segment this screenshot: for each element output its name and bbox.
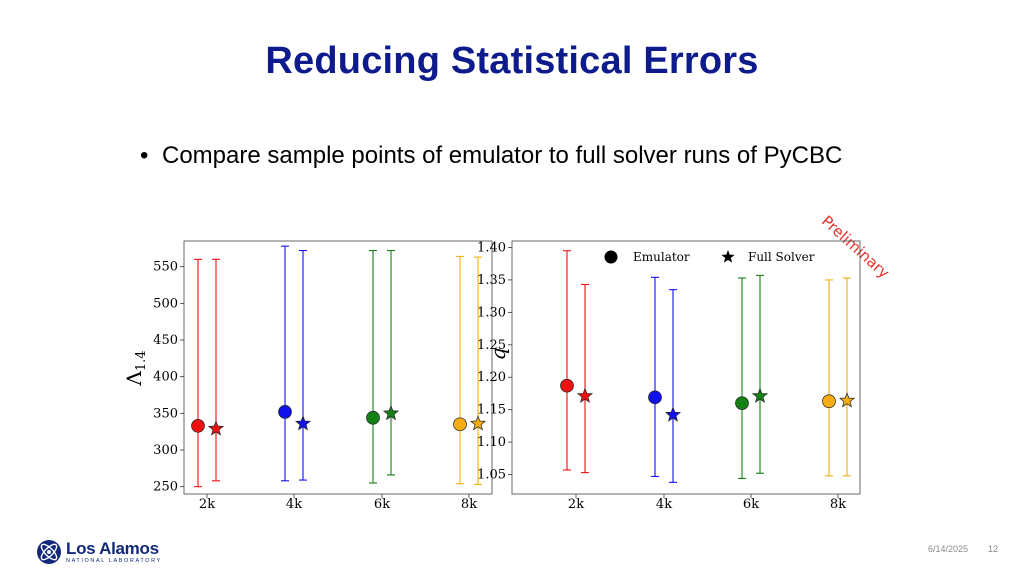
slide-date: 6/14/2025 — [928, 544, 969, 554]
bullet-dot-icon: • — [140, 142, 149, 169]
star-point — [207, 420, 225, 436]
y-tick-label: 350 — [153, 406, 178, 421]
x-tick-label: 2k — [568, 497, 584, 512]
y-tick-label: 450 — [153, 333, 178, 348]
star-point — [294, 415, 312, 431]
y-tick-label: 1.25 — [477, 338, 506, 353]
bullet-item: • Compare sample points of emulator to fu… — [140, 142, 842, 170]
plot-frame — [183, 240, 493, 495]
los-alamos-emblem-icon — [37, 540, 61, 564]
x-tick-label: 8k — [830, 497, 846, 512]
circle-point — [735, 396, 749, 411]
legend-star-marker — [721, 250, 735, 263]
lambda-chart: 250 300 350 400 450 500 550 2k 4k 6k 8k Λ1.4 — [122, 240, 493, 512]
y-tick-label: 500 — [153, 296, 178, 311]
y-tick-label: 1.30 — [477, 305, 506, 320]
star-point — [469, 415, 487, 431]
x-tick-label: 4k — [656, 497, 672, 512]
legend-label: Emulator — [633, 250, 690, 264]
slide-title: Reducing Statistical Errors — [265, 40, 759, 82]
y-tick-label: 1.15 — [477, 403, 506, 418]
y-tick-label: 300 — [153, 443, 178, 458]
circle-point — [191, 418, 205, 433]
circle-point — [648, 390, 662, 405]
star-point — [664, 406, 682, 422]
logo-subtitle: NATIONAL LABORATORY — [66, 557, 162, 564]
y-tick-label: 550 — [153, 260, 178, 275]
x-tick-label: 4k — [286, 497, 302, 512]
y-tick-label: 1.35 — [477, 273, 506, 288]
bullet-text: Compare sample points of emulator to ful… — [162, 142, 843, 169]
x-tick-label: 8k — [461, 497, 477, 512]
y-axis-label: Λ1.4 — [122, 350, 149, 386]
star-point — [382, 404, 400, 421]
star-point — [838, 392, 856, 408]
y-tick-label: 250 — [153, 480, 178, 495]
circle-point — [822, 394, 836, 409]
y-tick-label: 400 — [153, 370, 178, 385]
los-alamos-logo: Los Alamos NATIONAL LABORATORY — [36, 538, 162, 566]
q-chart: 1.05 1.10 1.15 1.20 1.25 1.30 1.35 1.40 2k 4k 6k 8k… — [477, 240, 861, 512]
legend-circle-marker — [604, 250, 618, 264]
circle-point — [560, 378, 574, 393]
circle-point — [278, 405, 292, 419]
star-point — [576, 387, 594, 403]
y-tick-label: 1.10 — [477, 435, 506, 450]
x-tick-label: 6k — [743, 497, 759, 512]
plot-frame — [511, 240, 861, 495]
legend-label: Full Solver — [748, 250, 815, 264]
y-tick-label: 1.40 — [477, 240, 506, 255]
y-axis-label: q — [486, 348, 510, 361]
y-tick-label: 1.20 — [477, 370, 506, 385]
slide-number: 12 — [988, 544, 999, 554]
x-tick-label: 2k — [199, 497, 215, 512]
circle-point — [366, 410, 380, 425]
x-tick-label: 6k — [374, 497, 390, 512]
circle-point — [453, 417, 467, 432]
star-point — [751, 387, 769, 403]
logo-name: Los Alamos — [66, 538, 159, 558]
y-tick-label: 1.05 — [477, 468, 506, 483]
